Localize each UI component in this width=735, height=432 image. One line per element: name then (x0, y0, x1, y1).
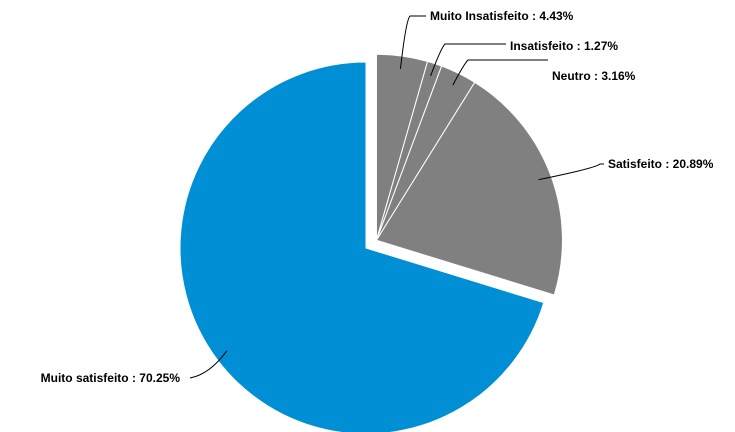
label-muito-satisfeito: Muito satisfeito : 70.25% (41, 371, 181, 385)
pie-slices (179, 53, 563, 432)
leader-line-muito-satisfeito (189, 350, 228, 379)
leader-line-satisfeito (538, 163, 604, 181)
slice-labels: Muito Insatisfeito : 4.43% Insatisfeito :… (41, 9, 714, 385)
label-muito-insatisfeito: Muito Insatisfeito : 4.43% (430, 9, 574, 23)
label-satisfeito: Satisfeito : 20.89% (608, 157, 714, 171)
leader-lines (189, 15, 604, 379)
leader-line-muito-insatisfeito (399, 15, 426, 70)
leader-line-insatisfeito (430, 43, 506, 77)
slice-satisfeito (375, 81, 563, 296)
slice-muito-satisfeito (179, 61, 545, 432)
label-neutro: Neutro : 3.16% (552, 69, 636, 83)
leader-line-neutro (452, 59, 548, 86)
label-insatisfeito: Insatisfeito : 1.27% (510, 39, 618, 53)
